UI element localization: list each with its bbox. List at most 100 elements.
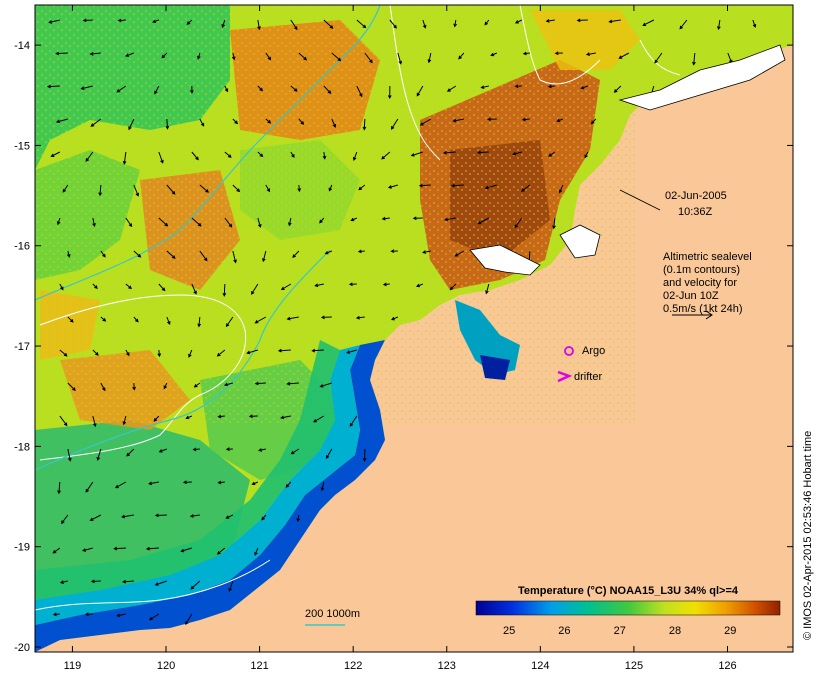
velocity-arrow [224, 85, 229, 93]
velocity-arrow [154, 513, 167, 518]
colorbar-title: Temperature (°C) NOAA15_L3U 34% ql>=4 [518, 585, 739, 597]
velocity-arrow [182, 480, 192, 485]
velocity-arrow [286, 316, 299, 321]
velocity-arrow [328, 184, 333, 192]
velocity-arrow [100, 316, 107, 322]
velocity-arrow [290, 85, 298, 92]
velocity-arrow [96, 448, 102, 461]
velocity-arrow [251, 481, 259, 486]
velocity-arrow [154, 580, 168, 586]
velocity-arrow [133, 184, 140, 197]
velocity-arrow [358, 184, 366, 191]
date-pointer [619, 189, 661, 211]
lon-tick-label: 121 [250, 660, 268, 672]
velocity-arrow [387, 85, 392, 100]
velocity-arrow [258, 448, 266, 452]
alt-line-2: (0.1m contours) [663, 264, 740, 276]
argo-marker [564, 346, 574, 356]
velocity-arrow [148, 481, 159, 486]
velocity-arrow [442, 150, 456, 155]
velocity-arrow [348, 282, 357, 287]
velocity-arrow [254, 381, 266, 386]
velocity-arrow [59, 415, 68, 427]
velocity-arrow [576, 18, 588, 23]
velocity-arrow [512, 151, 522, 156]
velocity-arrow [547, 84, 555, 89]
velocity-arrow [148, 613, 160, 621]
lon-tick-label: 126 [718, 660, 736, 672]
velocity-arrow [254, 547, 259, 556]
velocity-arrow [125, 283, 132, 290]
velocity-arrow [67, 316, 74, 323]
alt-line-1: Altimetric sealevel [663, 251, 752, 263]
velocity-arrow [290, 19, 298, 31]
velocity-arrow [117, 18, 126, 23]
velocity-arrow [355, 315, 365, 320]
velocity-arrow [90, 118, 102, 127]
velocity-arrow [349, 415, 358, 427]
velocity-arrow [257, 217, 262, 228]
velocity-arrow [313, 415, 325, 423]
colorbar [475, 600, 781, 616]
velocity-arrow [454, 250, 465, 257]
lat-tick-label: -15 [14, 140, 30, 152]
velocity-arrow [59, 283, 64, 291]
velocity-arrow [92, 283, 98, 290]
velocity-arrow [280, 283, 292, 291]
velocity-arrow [514, 19, 523, 24]
velocity-arrow [416, 85, 424, 97]
velocity-arrow [257, 19, 261, 31]
velocity-arrow [320, 481, 325, 492]
velocity-arrow [125, 217, 133, 228]
velocity-arrow [188, 349, 193, 358]
velocity-arrow [522, 51, 530, 56]
velocity-arrow [320, 315, 332, 320]
velocity-arrow [225, 447, 233, 452]
velocity-arrow [397, 52, 403, 65]
velocity-arrow [458, 52, 465, 60]
velocity-arrow [484, 19, 490, 26]
velocity-arrow [352, 151, 358, 161]
velocity-arrow [286, 381, 299, 386]
velocity-arrow [422, 250, 431, 254]
coastline [469, 44, 786, 276]
colorbar-tick-label: 25 [503, 625, 515, 637]
velocity-arrow [257, 151, 264, 158]
velocity-arrow [92, 415, 97, 428]
velocity-arrow [410, 151, 424, 157]
velocity-arrow [251, 283, 259, 295]
velocity-arrow [390, 249, 398, 254]
velocity-arrow [580, 85, 589, 90]
velocity-arrow [296, 514, 301, 523]
velocity-arrow [125, 52, 135, 57]
velocity-arrow [280, 415, 291, 420]
velocity-arrow [192, 447, 200, 452]
velocity-arrow [85, 151, 94, 162]
velocity-arrow [153, 415, 160, 422]
velocity-arrow [221, 19, 226, 29]
velocity-arrow [477, 217, 490, 225]
velocity-arrow [232, 118, 239, 125]
velocity-arrow [122, 151, 127, 165]
velocity-arrow [422, 19, 427, 29]
lat-tick-label: -18 [14, 441, 30, 453]
velocity-arrow [55, 118, 68, 124]
velocity-arrow [216, 349, 226, 357]
velocity-arrow [82, 18, 93, 23]
velocity-arrow [584, 151, 589, 159]
velocity-arrow [290, 151, 295, 158]
velocity-arrow [185, 613, 193, 626]
velocity-arrow [52, 547, 61, 554]
velocity-arrow [350, 217, 358, 222]
velocity-arrow [223, 382, 233, 387]
velocity-arrow [752, 19, 757, 28]
velocity-arrow [311, 348, 324, 353]
velocity-arrow [382, 282, 390, 287]
sealevel-contours [34, 4, 681, 611]
velocity-arrow [319, 382, 332, 388]
velocity-arrow [556, 118, 564, 123]
velocity-arrow [323, 85, 332, 94]
velocity-arrow [59, 580, 68, 584]
velocity-arrow [613, 85, 622, 93]
velocity-arrow [180, 547, 192, 553]
